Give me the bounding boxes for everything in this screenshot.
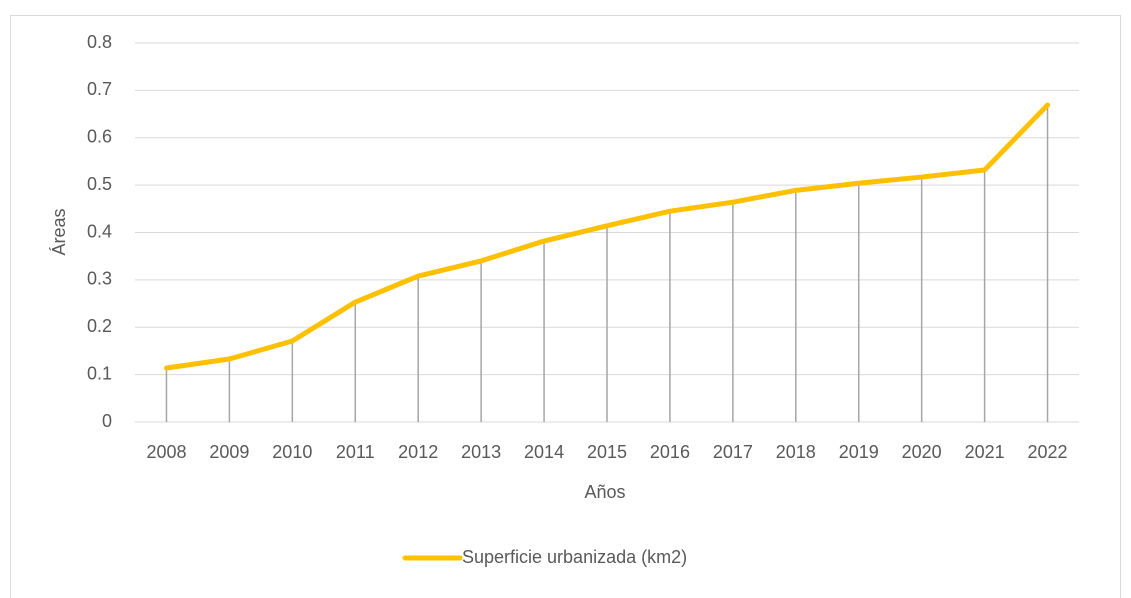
y-tick-label: 0.2 [87, 316, 112, 336]
y-tick-label: 0.4 [87, 221, 112, 241]
y-tick-label: 0.7 [87, 79, 112, 99]
legend-label: Superficie urbanizada (km2) [462, 547, 687, 567]
x-tick-label: 2021 [965, 442, 1005, 462]
y-tick-label: 0.6 [87, 127, 112, 147]
x-tick-label: 2009 [209, 442, 249, 462]
x-tick-label: 2020 [902, 442, 942, 462]
x-tick-label: 2015 [587, 442, 627, 462]
x-tick-label: 2013 [461, 442, 501, 462]
x-tick-label: 2022 [1028, 442, 1068, 462]
x-tick-label: 2019 [839, 442, 879, 462]
x-tick-label: 2012 [398, 442, 438, 462]
y-tick-label: 0.3 [87, 269, 112, 289]
chart-frame [10, 15, 1121, 598]
y-axis-label: Áreas [49, 208, 69, 255]
series-line [163, 102, 1051, 371]
y-tick-label: 0 [102, 411, 112, 431]
x-tick-label: 2011 [336, 442, 375, 462]
x-tick-label: 2014 [524, 442, 564, 462]
x-axis-label: Años [584, 482, 625, 502]
y-tick-label: 0.5 [87, 174, 112, 194]
x-tick-label: 2016 [650, 442, 690, 462]
x-tick-label: 2017 [713, 442, 753, 462]
y-tick-label: 0.8 [87, 32, 112, 52]
x-tick-label: 2008 [146, 442, 186, 462]
x-tick-label: 2018 [776, 442, 816, 462]
x-tick-label: 2010 [272, 442, 312, 462]
y-tick-label: 0.1 [87, 363, 112, 383]
